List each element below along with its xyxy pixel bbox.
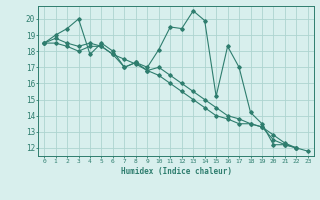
X-axis label: Humidex (Indice chaleur): Humidex (Indice chaleur) <box>121 167 231 176</box>
